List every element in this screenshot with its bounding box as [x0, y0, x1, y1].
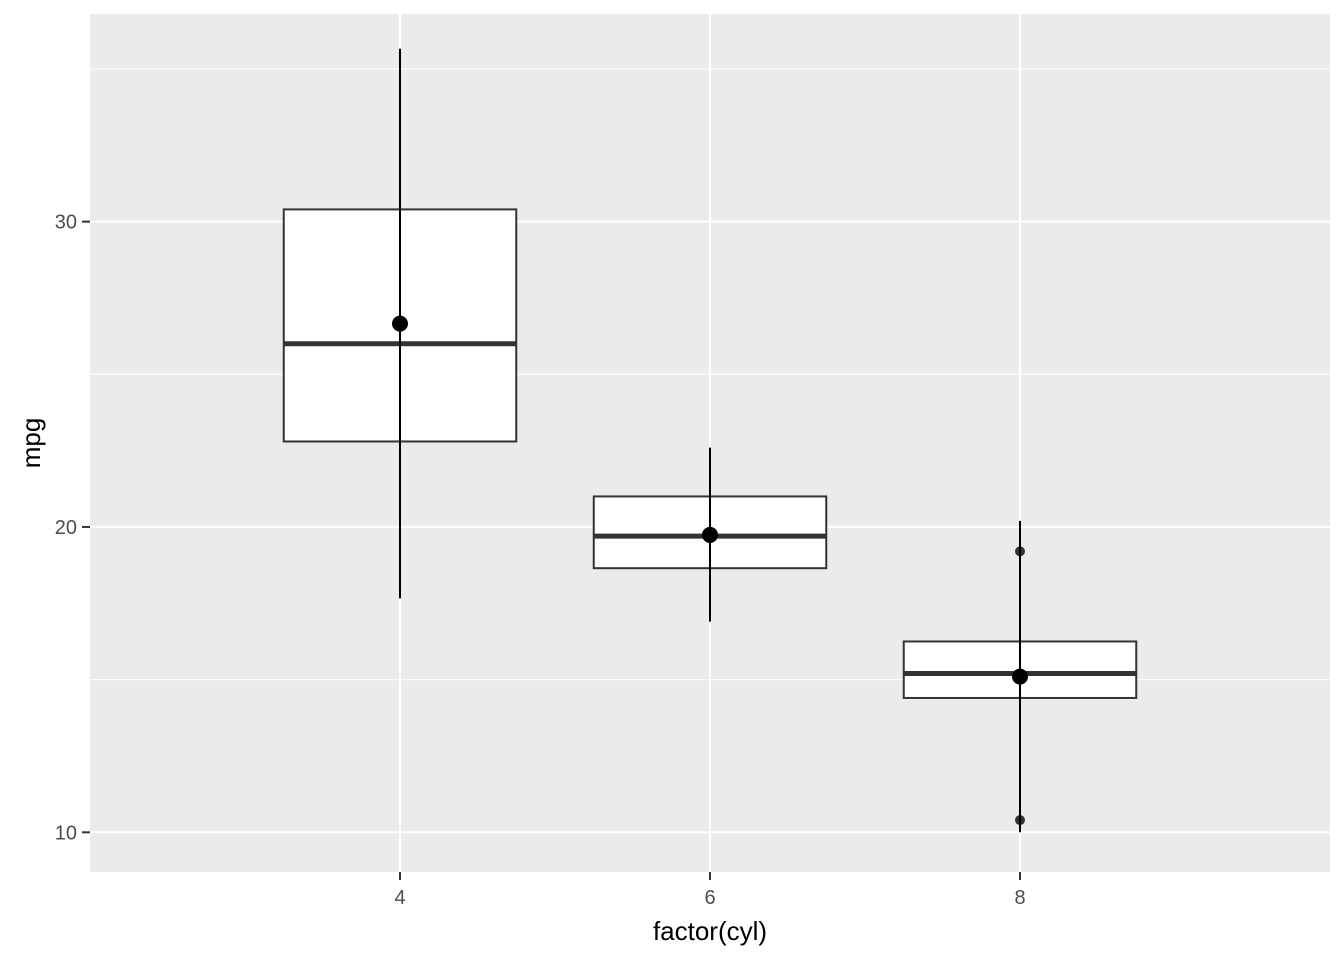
- x-axis-title: factor(cyl): [653, 916, 767, 946]
- mean-range-series: [392, 48, 1028, 833]
- y-tick-label: 30: [55, 212, 77, 234]
- y-tick-label: 20: [55, 517, 77, 539]
- x-tick-label: 4: [394, 887, 405, 909]
- y-axis: 10 20 30: [55, 212, 90, 844]
- x-axis: 4 6 8: [394, 872, 1026, 909]
- y-tick-label: 10: [55, 822, 77, 844]
- y-axis-title: mpg: [16, 418, 46, 469]
- mean-point-4: [392, 315, 408, 332]
- mean-point-6: [702, 526, 718, 543]
- x-tick-label: 6: [704, 887, 715, 909]
- mean-point-8: [1012, 668, 1028, 685]
- x-tick-label: 8: [1014, 887, 1025, 909]
